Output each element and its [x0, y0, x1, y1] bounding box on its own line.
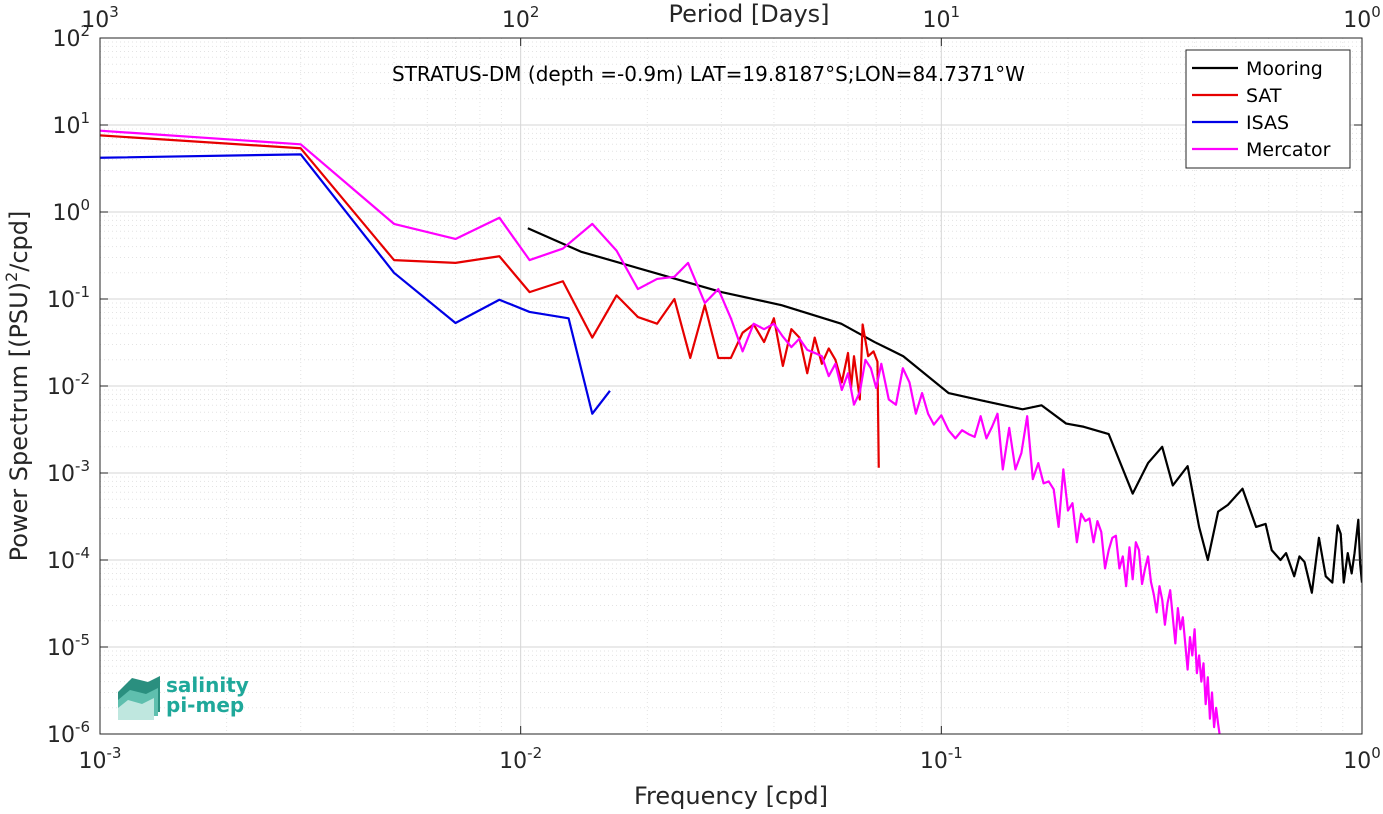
x-tick-label: 10-3	[79, 744, 122, 774]
salinity-pi-mep-logo: salinity pi-mep	[118, 673, 249, 720]
top-tick-label-base: 10	[923, 8, 951, 33]
x-tick-label-exponent: -1	[948, 744, 963, 762]
y-tick-label-base: 10	[47, 375, 75, 400]
grid	[99, 37, 1363, 735]
top-tick-label: 101	[923, 3, 961, 33]
legend-label-isas: ISAS	[1246, 112, 1289, 134]
y-tick-label-exponent: -3	[75, 457, 90, 475]
logo-line1: salinity	[166, 673, 249, 697]
x-tick-label: 10-2	[499, 744, 542, 774]
y-tick-label-exponent: 1	[80, 109, 90, 127]
top-tick-label-exponent: 3	[109, 3, 119, 21]
y-tick-label-base: 10	[52, 114, 80, 139]
y-tick-label: 10-4	[47, 544, 90, 574]
series-line-mercator	[100, 129, 1221, 734]
y-tick-label: 10-2	[47, 370, 90, 400]
series-lines	[100, 129, 1362, 734]
top-tick-label-base: 10	[502, 8, 530, 33]
y-tick-label-base: 10	[47, 723, 75, 748]
top-tick-label-base: 10	[81, 8, 109, 33]
y-axis-title-exponent: 2	[2, 272, 21, 282]
top-tick-label: 100	[1343, 3, 1381, 33]
y-tick-label-base: 10	[47, 288, 75, 313]
y-tick-label: 100	[52, 196, 90, 226]
x-tick-label-base: 10	[1343, 749, 1371, 774]
x-tick-label-exponent: -2	[527, 744, 542, 762]
legend: Mooring SAT ISAS Mercator	[1185, 49, 1351, 169]
chart-title: STRATUS-DM (depth =-0.9m) LAT=19.8187°S;…	[392, 62, 1025, 86]
y-tick-label-base: 10	[47, 636, 75, 661]
top-tick-label: 103	[81, 3, 119, 33]
series-line-sat	[100, 134, 880, 468]
y-tick-label: 10-3	[47, 457, 90, 487]
x-axis-title: Frequency [cpd]	[634, 782, 828, 809]
top-tick-label: 102	[502, 3, 540, 33]
y-tick-label: 101	[52, 109, 90, 139]
y-tick-label-base: 10	[52, 27, 80, 52]
y-tick-label-exponent: -5	[75, 631, 90, 649]
series-line-mooring	[527, 227, 1362, 594]
x-tick-label-exponent: -3	[107, 744, 122, 762]
x-tick-label-base: 10	[499, 749, 527, 774]
y-axis-title-main: Power Spectrum [(PSU)	[5, 282, 33, 561]
y-tick-label-base: 10	[52, 201, 80, 226]
top-tick-label-exponent: 0	[1371, 3, 1381, 21]
top-tick-label-exponent: 2	[530, 3, 540, 21]
x-tick-label: 100	[1343, 744, 1381, 774]
y-tick-label: 10-1	[47, 283, 90, 313]
y-tick-label-exponent: -6	[75, 718, 90, 736]
y-axis-title: Power Spectrum [(PSU)2/cpd]	[2, 211, 33, 562]
y-tick-label-base: 10	[47, 549, 75, 574]
y-tick-label-exponent: -4	[75, 544, 90, 562]
x-tick-label-base: 10	[920, 749, 948, 774]
top-tick-label-exponent: 1	[951, 3, 961, 21]
legend-label-sat: SAT	[1246, 85, 1282, 107]
top-axis-title: Period [Days]	[668, 0, 829, 28]
y-tick-label-exponent: -1	[75, 283, 90, 301]
legend-label-mooring: Mooring	[1246, 58, 1323, 80]
y-tick-label: 102	[52, 22, 90, 52]
x-tick-label-base: 10	[79, 749, 107, 774]
y-tick-label: 10-6	[47, 718, 90, 748]
y-tick-label: 10-5	[47, 631, 90, 661]
top-tick-label-base: 10	[1343, 8, 1371, 33]
y-axis-title-tail: /cpd]	[5, 211, 33, 272]
series-line-isas	[100, 153, 611, 415]
y-tick-label-base: 10	[47, 462, 75, 487]
logo-wave-icon	[118, 676, 160, 720]
logo-line2: pi-mep	[166, 693, 244, 717]
x-tick-label-exponent: 0	[1371, 744, 1381, 762]
y-tick-label-exponent: 2	[80, 22, 90, 40]
x-tick-label: 10-1	[920, 744, 963, 774]
y-tick-label-exponent: 0	[80, 196, 90, 214]
legend-label-mercator: Mercator	[1246, 139, 1331, 161]
y-tick-label-exponent: -2	[75, 370, 90, 388]
